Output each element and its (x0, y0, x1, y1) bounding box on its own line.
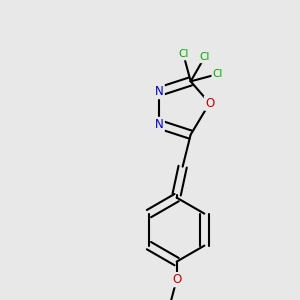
Text: N: N (155, 85, 164, 98)
Text: O: O (205, 97, 214, 110)
Text: Cl: Cl (178, 49, 189, 59)
Text: Cl: Cl (200, 52, 210, 62)
Text: Cl: Cl (212, 69, 223, 79)
Text: O: O (172, 273, 181, 286)
Text: N: N (155, 118, 164, 131)
